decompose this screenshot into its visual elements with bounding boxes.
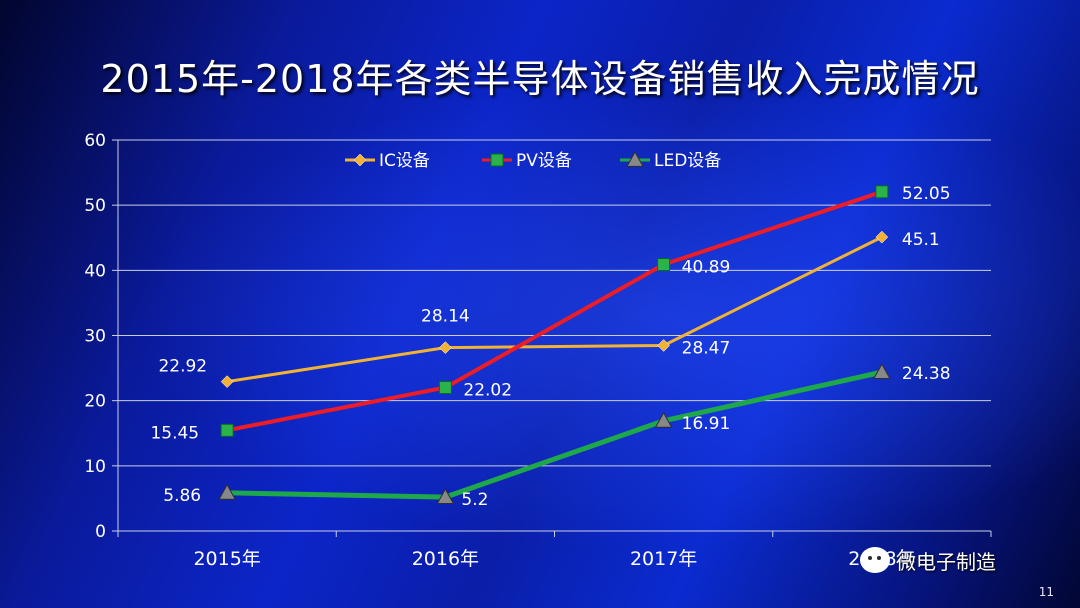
data-point-marker — [875, 185, 889, 199]
legend-swatch-marker — [353, 153, 367, 167]
data-point-marker — [875, 230, 889, 244]
data-point-marker — [220, 423, 234, 437]
y-tick-label: 0 — [95, 522, 106, 542]
data-point-marker — [657, 339, 670, 352]
data-label: 52.05 — [902, 184, 951, 204]
x-tick-label: 2015年 — [193, 548, 260, 570]
legend-label: PV设备 — [516, 151, 572, 171]
y-tick-label: 40 — [84, 261, 106, 281]
brand-name: 微电子制造 — [896, 549, 996, 574]
series-lines — [224, 189, 885, 500]
x-axis: 2015年2016年2017年2018年 — [117, 530, 992, 570]
legend-label: LED设备 — [654, 151, 721, 171]
data-point-marker — [218, 483, 236, 500]
data-label: 16.91 — [682, 414, 731, 434]
series-line-2 — [224, 369, 885, 500]
chart-title: 2015年-2018年各类半导体设备销售收入完成情况 — [100, 57, 980, 101]
data-labels: 22.92 28.14 28.47 45.1 15.45 22.02 40.89 52.05 5… — [150, 184, 950, 510]
data-label: 28.14 — [421, 307, 470, 327]
data-label: 45.1 — [902, 230, 940, 250]
data-label: 40.89 — [682, 258, 731, 278]
data-point-marker — [436, 488, 455, 505]
data-point-marker — [657, 258, 671, 272]
y-tick-label: 50 — [84, 196, 106, 216]
series-line-1 — [225, 189, 884, 433]
data-label: 15.45 — [150, 423, 199, 443]
legend: IC设备 PV设备 LED设备 — [345, 150, 721, 171]
data-label: 5.2 — [461, 490, 488, 510]
y-axis: 0 10 20 30 40 50 60 — [84, 131, 119, 542]
y-tick-label: 60 — [84, 131, 106, 151]
legend-label: IC设备 — [379, 151, 430, 171]
x-tick-label: 2016年 — [412, 548, 479, 570]
series-markers — [218, 185, 891, 505]
x-tick-label: 2017年 — [630, 548, 697, 570]
data-point-marker — [654, 411, 673, 428]
data-label: 5.86 — [163, 486, 201, 506]
y-tick-label: 20 — [84, 392, 106, 412]
data-label: 24.38 — [902, 364, 951, 384]
wechat-icon — [860, 547, 890, 573]
data-label: 28.47 — [682, 338, 731, 358]
footer-watermark: 微电子制造 — [860, 540, 996, 580]
data-label: 22.92 — [158, 357, 207, 377]
legend-swatch-marker — [490, 153, 504, 167]
y-tick-label: 10 — [84, 457, 106, 477]
series-line-0 — [225, 235, 884, 384]
data-point-marker — [873, 363, 891, 380]
page-number: 11 — [1038, 585, 1054, 599]
data-point-marker — [438, 381, 452, 395]
data-point-marker — [439, 341, 452, 354]
data-point-marker — [220, 375, 234, 388]
data-label: 22.02 — [463, 381, 512, 401]
y-tick-label: 30 — [84, 327, 106, 347]
legend-swatch-marker — [626, 150, 644, 167]
